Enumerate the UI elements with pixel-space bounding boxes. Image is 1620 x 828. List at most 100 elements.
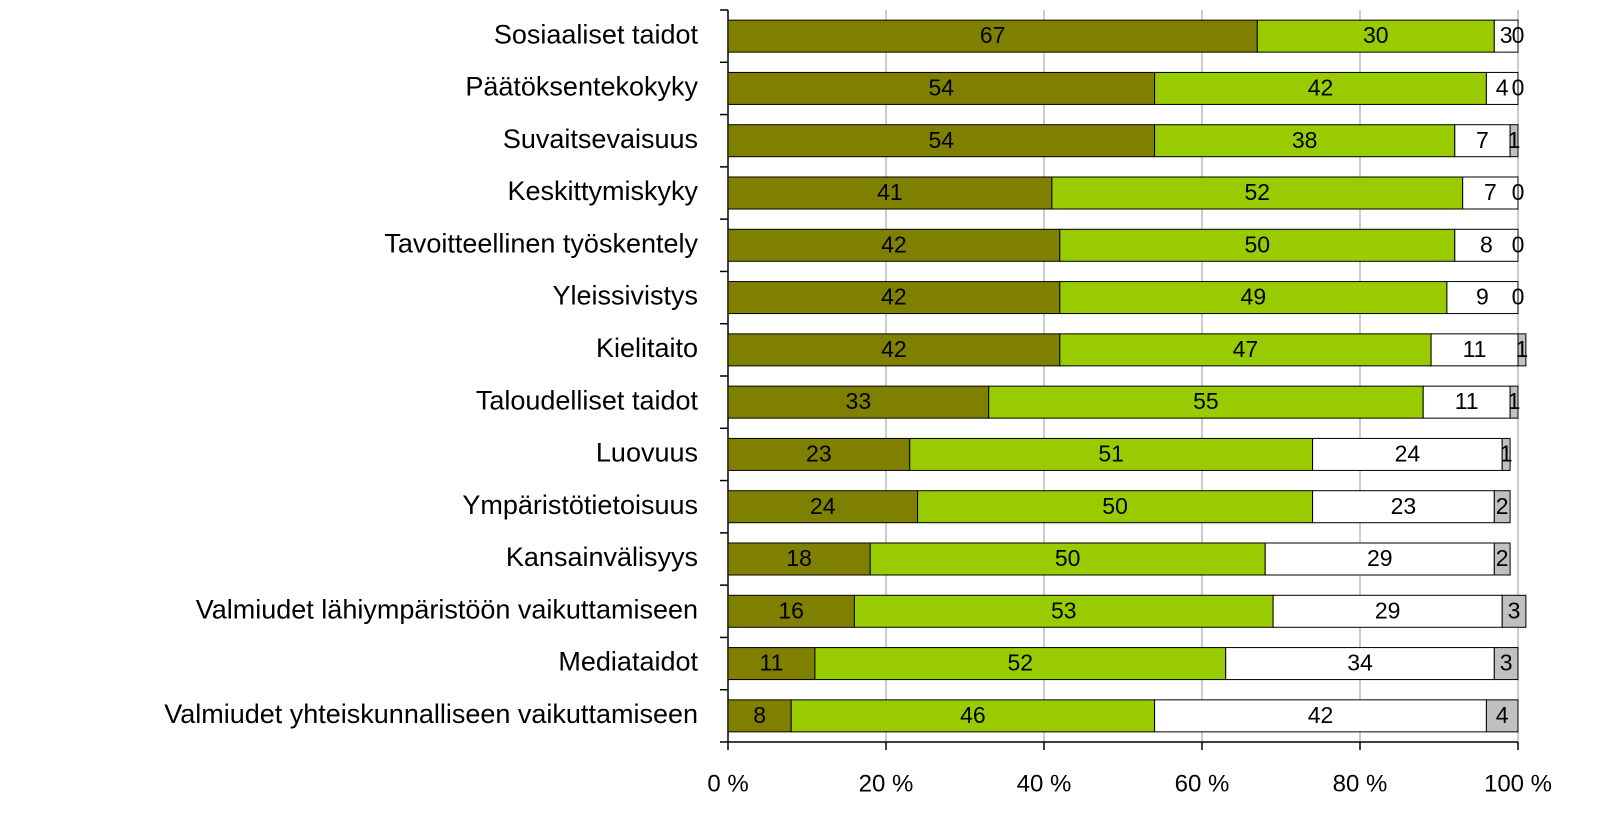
value-label: 7 bbox=[1476, 127, 1489, 153]
bar-segment bbox=[853, 594, 1274, 628]
value-label: 67 bbox=[980, 22, 1006, 48]
bar-segment bbox=[1264, 542, 1495, 576]
value-label: 1 bbox=[1516, 336, 1529, 362]
value-label: 41 bbox=[877, 179, 903, 205]
value-label: 11 bbox=[760, 650, 784, 676]
value-label: 54 bbox=[929, 127, 955, 153]
bar-segment bbox=[727, 594, 855, 628]
bar-segment bbox=[1422, 385, 1511, 419]
x-tick-label: 20 % bbox=[859, 770, 914, 797]
category-label: Ympäristötietoisuus bbox=[462, 490, 698, 520]
value-label: 24 bbox=[810, 493, 836, 519]
value-label: 1 bbox=[1508, 388, 1521, 414]
value-label: 53 bbox=[1051, 597, 1077, 623]
bar-segment bbox=[1446, 281, 1519, 315]
value-label: 42 bbox=[881, 284, 907, 310]
x-tick-label: 0 % bbox=[707, 770, 748, 797]
value-label: 29 bbox=[1375, 597, 1401, 623]
value-label: 38 bbox=[1292, 127, 1318, 153]
value-label: 51 bbox=[1098, 441, 1124, 467]
category-label: Yleissivistys bbox=[552, 281, 698, 311]
bar-segment bbox=[1485, 699, 1519, 733]
value-label: 8 bbox=[1480, 231, 1493, 257]
bar-segment bbox=[1256, 19, 1495, 53]
bar-segment bbox=[1493, 647, 1519, 681]
category-label: Päätöksentekokyky bbox=[465, 72, 698, 102]
value-label: 29 bbox=[1367, 545, 1393, 571]
value-label: 47 bbox=[1233, 336, 1259, 362]
value-label: 42 bbox=[881, 336, 907, 362]
value-label: 0 bbox=[1512, 179, 1525, 205]
bar-segment bbox=[1154, 71, 1487, 105]
bar-segment bbox=[727, 176, 1053, 210]
value-label: 52 bbox=[1008, 650, 1034, 676]
value-label: 11 bbox=[1455, 388, 1479, 414]
value-label: 52 bbox=[1245, 179, 1271, 205]
bar-segment bbox=[1509, 385, 1519, 419]
category-label: Tavoitteellinen työskentely bbox=[384, 228, 698, 258]
bar-segment bbox=[917, 490, 1314, 524]
bar-segment bbox=[1454, 124, 1511, 158]
bar-segment bbox=[1493, 490, 1511, 524]
value-label: 54 bbox=[929, 75, 955, 101]
x-tick-label: 60 % bbox=[1175, 770, 1230, 797]
category-label: Luovuus bbox=[596, 438, 698, 468]
value-label: 18 bbox=[786, 545, 812, 571]
bar-segment bbox=[727, 228, 1061, 262]
value-label: 9 bbox=[1476, 284, 1489, 310]
value-label: 0 bbox=[1512, 75, 1525, 101]
category-label: Sosiaaliset taidot bbox=[494, 19, 699, 49]
value-label: 11 bbox=[1463, 336, 1487, 362]
value-label: 8 bbox=[753, 702, 766, 728]
bar-segment bbox=[1509, 124, 1519, 158]
value-label: 7 bbox=[1484, 179, 1497, 205]
category-label: Suvaitsevaisuus bbox=[503, 124, 698, 154]
value-label: 3 bbox=[1508, 597, 1521, 623]
bar-segment bbox=[814, 647, 1227, 681]
value-label: 50 bbox=[1102, 493, 1128, 519]
value-label: 4 bbox=[1496, 702, 1509, 728]
category-label: Valmiudet yhteiskunnalliseen vaikuttamis… bbox=[164, 699, 698, 729]
bar-segment bbox=[1430, 333, 1519, 367]
bar-segment bbox=[1272, 594, 1503, 628]
value-label: 0 bbox=[1512, 22, 1525, 48]
bar-segment bbox=[1051, 176, 1464, 210]
category-label: Keskittymiskyky bbox=[507, 176, 698, 206]
value-label: 49 bbox=[1241, 284, 1267, 310]
bar-segment bbox=[1493, 542, 1511, 576]
bar-segment bbox=[1059, 228, 1456, 262]
value-label: 23 bbox=[1391, 493, 1417, 519]
value-label: 4 bbox=[1496, 75, 1509, 101]
value-label: 23 bbox=[806, 441, 832, 467]
bar-segment bbox=[1501, 437, 1511, 471]
value-label: 0 bbox=[1512, 231, 1525, 257]
x-tick-label: 80 % bbox=[1333, 770, 1388, 797]
value-label: 3 bbox=[1500, 650, 1513, 676]
bar-segment bbox=[1493, 19, 1519, 53]
value-label: 42 bbox=[1308, 702, 1334, 728]
bar-segment bbox=[727, 333, 1061, 367]
bar-segment bbox=[727, 437, 911, 471]
category-label: Kielitaito bbox=[596, 333, 698, 363]
bar-segment bbox=[1454, 228, 1519, 262]
bar-segment bbox=[1517, 333, 1527, 367]
value-label: 16 bbox=[778, 597, 804, 623]
x-tick-label: 100 % bbox=[1484, 770, 1552, 797]
value-label: 2 bbox=[1496, 493, 1509, 519]
value-label: 50 bbox=[1055, 545, 1081, 571]
bar-segment bbox=[727, 542, 871, 576]
bar-segment bbox=[1154, 699, 1487, 733]
bar-segment bbox=[1059, 281, 1448, 315]
bar-segment bbox=[727, 281, 1061, 315]
value-label: 55 bbox=[1193, 388, 1219, 414]
bar-segment bbox=[727, 385, 990, 419]
value-label: 42 bbox=[881, 231, 907, 257]
value-label: 34 bbox=[1347, 650, 1373, 676]
value-label: 46 bbox=[960, 702, 986, 728]
bar-segment bbox=[869, 542, 1266, 576]
value-label: 24 bbox=[1395, 441, 1421, 467]
bar-segment bbox=[1154, 124, 1456, 158]
category-label: Taloudelliset taidot bbox=[476, 385, 699, 415]
value-label: 42 bbox=[1308, 75, 1334, 101]
